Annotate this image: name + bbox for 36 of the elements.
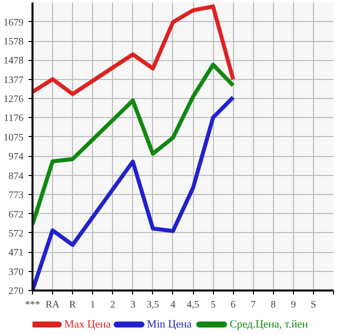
legend-label: Сред.Цена, т.йен (230, 318, 308, 330)
x-tick-label: 3,5 (146, 300, 160, 310)
x-tick-label: 1 (90, 300, 96, 310)
y-tick-label: 974 (8, 152, 24, 163)
y-tick-label: 1578 (4, 36, 24, 48)
x-tick-label: 4,5 (186, 300, 200, 310)
x-tick-label: 4 (170, 300, 176, 310)
x-tick-label: *** (25, 300, 40, 310)
y-tick-label: 672 (8, 209, 24, 220)
y-tick-label: 1276 (4, 94, 24, 106)
legend-label: Min Цена (146, 318, 192, 330)
x-tick-label: S (310, 300, 316, 310)
y-tick-label: 471 (8, 248, 24, 259)
y-tick-label: 572 (8, 228, 24, 240)
y-tick-label: 1075 (4, 132, 24, 144)
y-tick-label: 370 (8, 266, 24, 278)
x-tick-label: RA (46, 300, 60, 310)
y-tick-label: 773 (8, 190, 24, 202)
x-tick-label: 9 (290, 300, 296, 310)
y-tick-label: 1176 (4, 113, 24, 124)
y-tick-label: 1377 (4, 74, 24, 86)
y-tick-label: 874 (8, 170, 24, 182)
x-tick-label: 6 (230, 300, 236, 310)
legend-label: Max Цена (64, 318, 111, 330)
x-tick-label: 2 (110, 300, 116, 310)
x-tick-label: 8 (270, 300, 276, 310)
x-tick-label: 3 (130, 300, 136, 310)
y-tick-label: 1478 (4, 56, 24, 67)
y-tick-label: 270 (8, 286, 24, 297)
line-series (32, 95, 236, 290)
line-series (32, 62, 236, 227)
y-tick-label: 1679 (4, 17, 24, 28)
x-tick-label: R (69, 300, 76, 310)
line-series (32, 4, 236, 96)
x-tick-label: 7 (250, 300, 256, 310)
x-tick-label: 5 (210, 300, 216, 310)
